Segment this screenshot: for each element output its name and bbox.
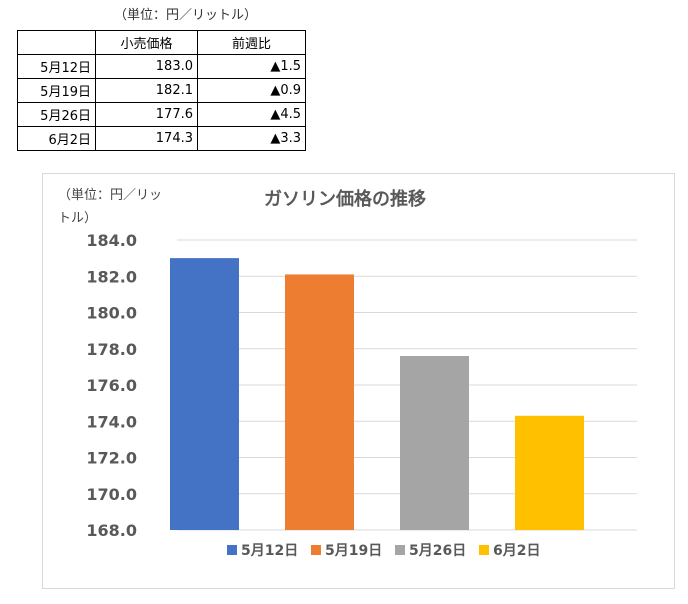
table-unit-note: （単位：円／リットル）	[114, 8, 258, 23]
legend-swatch	[479, 545, 489, 555]
legend-label: 5月26日	[409, 543, 466, 559]
legend-entry: 6月2日	[479, 543, 540, 559]
legend-swatch	[395, 545, 405, 555]
table-cell-change: ▲1.5	[197, 54, 306, 79]
table-cell-price: 174.3	[95, 126, 198, 151]
table-cell-change: ▲3.3	[197, 126, 306, 151]
legend-entry: 5月12日	[227, 543, 298, 559]
table-cell-date: 5月19日	[17, 78, 96, 103]
table-cell-price: 182.1	[95, 78, 198, 103]
table-row: 5月19日 182.1 ▲0.9	[17, 78, 306, 103]
table-row: 5月12日 183.0 ▲1.5	[17, 54, 306, 79]
chart-area: （単位：円／リットル） ガソリン価格の推移 184.0 182.0 180.0 178…	[42, 173, 675, 589]
y-tick-label: 174.0	[86, 412, 137, 431]
table-cell-date: 5月12日	[17, 54, 96, 79]
table-cell-date: 6月2日	[17, 126, 96, 151]
bar-chart: ガソリン価格の推移 184.0 182.0 180.0 178.0 176.0 174.0…	[86, 188, 637, 559]
y-tick-label: 182.0	[86, 267, 137, 286]
y-tick-label: 180.0	[86, 304, 137, 323]
table-cell-change: ▲4.5	[197, 102, 306, 127]
legend-entry: 5月19日	[311, 543, 382, 559]
table-row: 6月2日 174.3 ▲3.3	[17, 126, 306, 151]
table-header-cell	[17, 30, 96, 55]
bar-2	[285, 274, 354, 530]
legend-label: 6月2日	[493, 543, 540, 559]
legend-label: 5月12日	[241, 543, 298, 559]
table-row: 5月26日 177.6 ▲4.5	[17, 102, 306, 127]
legend-swatch	[311, 545, 321, 555]
y-tick-label: 184.0	[86, 231, 137, 250]
table-header-cell: 小売価格	[95, 30, 198, 55]
chart-unit-label: （単位：円／リットル）	[58, 188, 163, 226]
legend-label: 5月19日	[325, 543, 382, 559]
y-tick-label: 170.0	[86, 485, 137, 504]
table-header-cell: 前週比	[197, 30, 306, 55]
price-table: 小売価格 前週比 5月12日 183.0 ▲1.5 5月19日 182.1 ▲0…	[17, 30, 306, 151]
y-tick-label: 168.0	[86, 521, 137, 540]
table-cell-price: 177.6	[95, 102, 198, 127]
table-cell-date: 5月26日	[17, 102, 96, 127]
table-cell-change: ▲0.9	[197, 78, 306, 103]
bar-1	[170, 258, 239, 530]
table-cell-price: 183.0	[95, 54, 198, 79]
legend-swatch	[227, 545, 237, 555]
y-tick-label: 176.0	[86, 376, 137, 395]
table-header-row: 小売価格 前週比	[17, 30, 306, 55]
y-tick-label: 178.0	[86, 340, 137, 359]
chart-title: ガソリン価格の推移	[264, 188, 426, 210]
legend-entry: 5月26日	[395, 543, 466, 559]
bar-3	[400, 356, 469, 530]
bar-4	[515, 415, 584, 530]
y-tick-label: 172.0	[86, 449, 137, 468]
